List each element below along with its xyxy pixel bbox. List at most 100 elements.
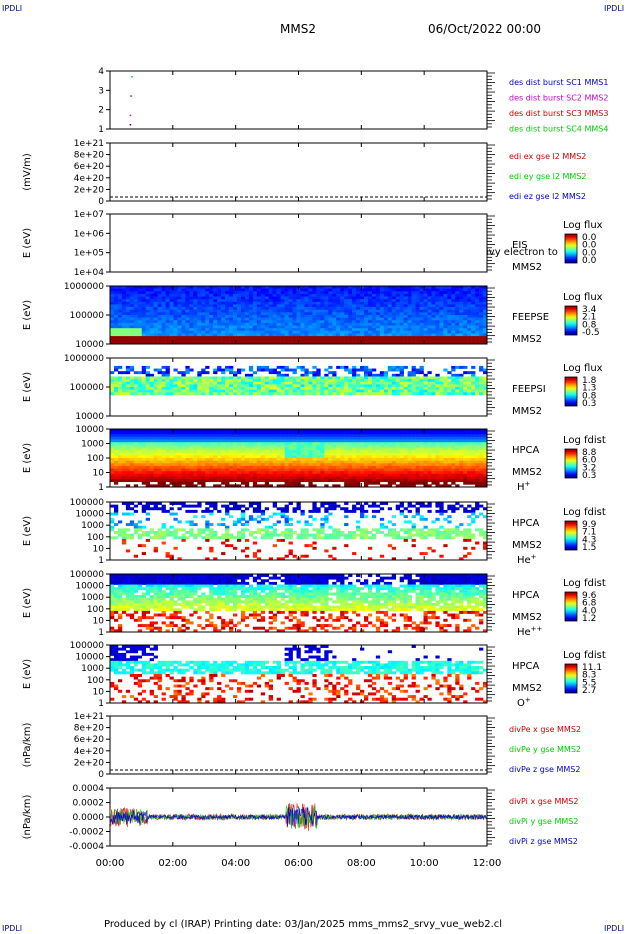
spectrogram-cell (157, 301, 162, 305)
spectrogram-cell (197, 315, 202, 318)
spectrogram-cell (141, 325, 147, 329)
spectrogram-cell (197, 320, 202, 324)
spectrogram-cell (367, 381, 373, 385)
spectrogram-cell (435, 301, 440, 305)
spectrogram-cell (439, 341, 444, 345)
spectrogram-cell (121, 315, 127, 318)
spectrogram-cell (201, 341, 206, 345)
spectrogram-cell (363, 328, 369, 332)
spectrogram-cell (367, 458, 373, 461)
spectrogram-cell (244, 373, 250, 377)
spectrogram-cell (387, 328, 393, 332)
spectrogram-cell (268, 288, 274, 292)
spectrogram-cell (431, 288, 436, 292)
spectrogram-cell (248, 460, 254, 464)
spectrogram-cell (399, 341, 404, 345)
spectrogram-cell (280, 286, 285, 289)
spectrogram-cell (312, 365, 317, 369)
spectrogram-cell (324, 447, 329, 451)
spectrogram-cell (304, 315, 309, 318)
spectrogram-cell (431, 452, 436, 456)
spectrogram-cell (240, 384, 246, 388)
spectrogram-cell (387, 304, 393, 308)
spectrogram-cell (375, 330, 381, 334)
spectrogram-cell (391, 301, 397, 305)
spectrogram-cell (236, 436, 242, 440)
spectrogram-cell (133, 387, 139, 390)
spectrogram-cell (157, 389, 162, 393)
spectrogram-cell (145, 379, 150, 383)
spectrogram-cell (411, 365, 416, 369)
spectrogram-cell (312, 471, 317, 475)
spectrogram-cell (439, 471, 444, 475)
spectrogram-cell (292, 479, 297, 483)
spectrogram-cell (288, 468, 293, 472)
spectrogram-cell (320, 389, 325, 393)
spectrogram-cell (181, 458, 186, 461)
spectrogram-cell (209, 463, 214, 467)
spectrogram-cell (336, 320, 341, 324)
spectrogram-cell (201, 371, 206, 375)
spectrogram-cell (141, 479, 147, 483)
spectrogram-cell (423, 333, 428, 337)
spectrogram-cell (447, 288, 452, 292)
spectrogram-cell (193, 286, 198, 289)
spectrogram-cell (292, 389, 297, 393)
spectrogram-cell (113, 444, 119, 448)
spectrogram-cell (181, 384, 186, 388)
spectrogram-cell (344, 328, 349, 332)
spectrogram-cell (276, 341, 281, 345)
spectrogram-cell (229, 365, 234, 369)
spectrogram-cell (121, 392, 127, 396)
spectrogram-cell (284, 387, 289, 390)
spectrogram-cell (387, 338, 393, 342)
spectrogram-cell (455, 389, 460, 393)
spectrogram-cell (157, 296, 162, 300)
spectrogram-cell (292, 288, 297, 292)
spectrogram-cell (387, 330, 393, 334)
spectrogram-cell (415, 309, 420, 313)
spectrogram-cell (439, 436, 444, 440)
spectrogram-cell (316, 315, 321, 318)
spectrogram-cell (427, 452, 432, 456)
spectrogram-cell (352, 315, 357, 318)
spectrogram-cell (240, 291, 246, 295)
spectrogram-cell (375, 429, 381, 432)
spectrogram-cell (268, 381, 274, 385)
spectrogram-cell (419, 338, 424, 342)
spectrogram-cell (240, 315, 246, 318)
spectrogram-cell (141, 434, 147, 438)
spectrogram-cell (189, 328, 194, 332)
spectrogram-cell (328, 309, 333, 313)
spectrogram-cell (288, 293, 293, 297)
spectrogram-cell (415, 330, 420, 334)
spectrogram-cell (221, 442, 226, 446)
spectrogram-cell (304, 312, 309, 316)
spectrogram-cell (185, 381, 190, 385)
spectrogram-cell (137, 442, 143, 446)
spectrogram-cell (240, 465, 246, 469)
spectrogram-cell (415, 333, 420, 337)
spectrogram-cell (229, 288, 234, 292)
spectrogram-cell (252, 389, 258, 393)
spectrogram-cell (344, 439, 349, 443)
spectrogram-cell (240, 293, 246, 297)
spectrogram-cell (113, 460, 119, 464)
spectrogram-cell (233, 307, 238, 311)
spectrogram-cell (173, 368, 178, 372)
spectrogram-cell (173, 330, 178, 334)
spectrogram-cell (264, 333, 270, 337)
spectrogram-cell (419, 301, 424, 305)
spectrogram-cell (229, 325, 234, 329)
spectrogram-cell (161, 463, 166, 467)
spectrogram-cell (399, 455, 404, 459)
spectrogram-cell (320, 429, 325, 432)
burst-marker (129, 124, 132, 126)
spectrogram-cell (467, 381, 472, 385)
spectrogram-cell (375, 379, 381, 383)
spectrogram-cell (229, 468, 234, 472)
spectrogram-cell (344, 317, 349, 321)
legend-entry: des dist burst SC3 MMS3 (509, 109, 608, 118)
spectrogram-cell (221, 387, 226, 390)
spectrogram-cell (304, 288, 309, 292)
